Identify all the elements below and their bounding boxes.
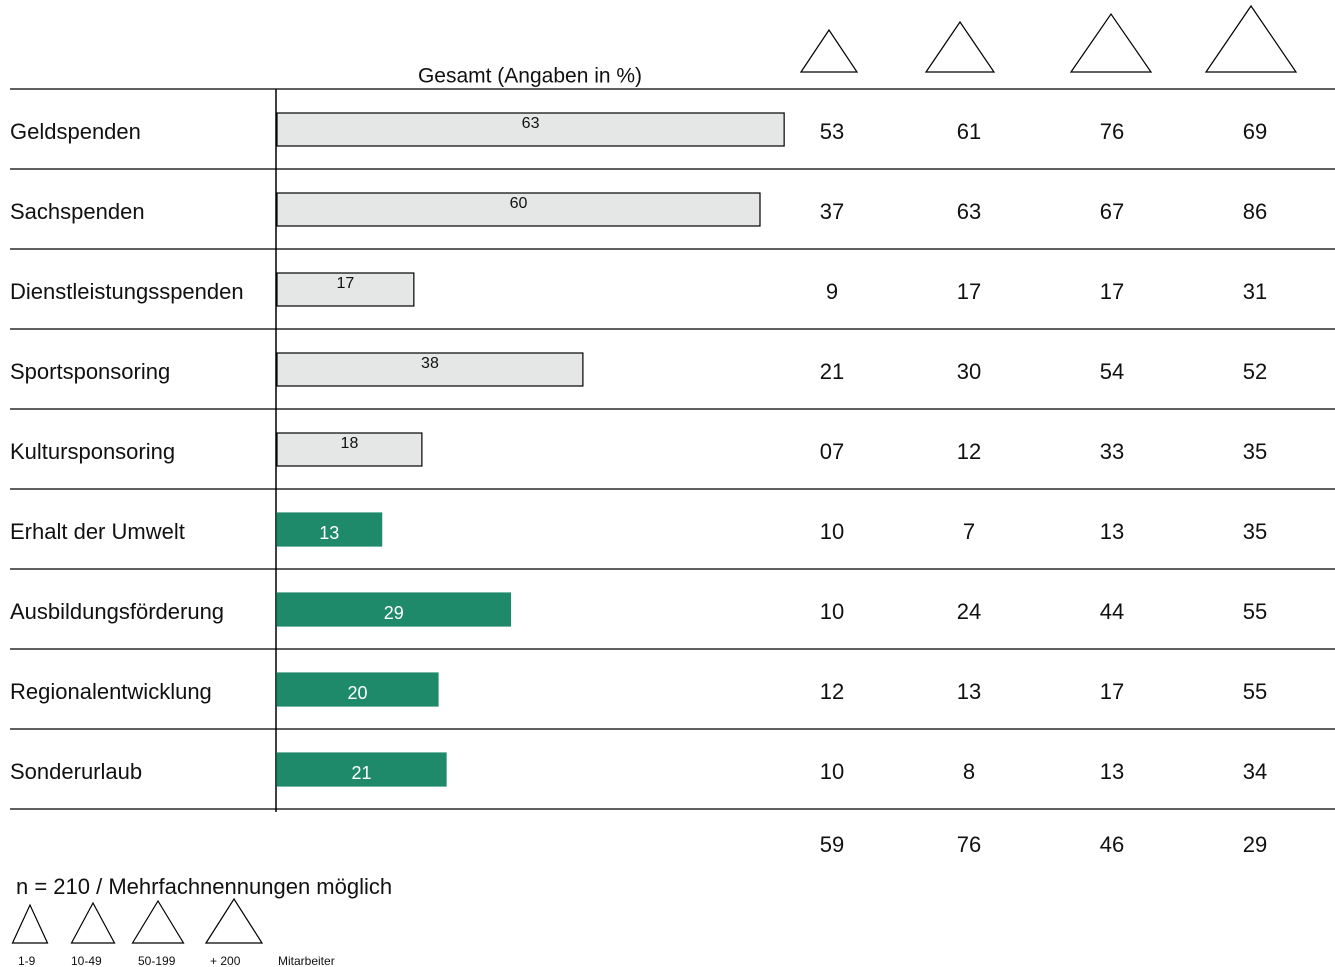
cell: 55 xyxy=(1243,599,1267,624)
cell: 86 xyxy=(1243,199,1267,224)
cell: 9 xyxy=(826,279,838,304)
row-label: Geldspenden xyxy=(10,119,141,144)
total-cell: 29 xyxy=(1243,832,1267,857)
cell: 33 xyxy=(1100,439,1124,464)
cell: 52 xyxy=(1243,359,1267,384)
cell: 13 xyxy=(1100,759,1124,784)
column-icon xyxy=(1069,12,1153,73)
legend-icon xyxy=(131,899,185,944)
bar xyxy=(276,752,447,787)
cell: 44 xyxy=(1100,599,1124,624)
bar-label: 17 xyxy=(337,275,355,292)
row-label: Sonderurlaub xyxy=(10,759,142,784)
bar xyxy=(276,672,439,707)
cell: 10 xyxy=(820,519,844,544)
cell: 30 xyxy=(957,359,981,384)
total-cell: 76 xyxy=(957,832,981,857)
cell: 10 xyxy=(820,759,844,784)
cell: 17 xyxy=(1100,679,1124,704)
legend-label: 10-49 xyxy=(71,954,102,967)
bar xyxy=(276,352,584,387)
cell: 34 xyxy=(1243,759,1267,784)
bar-label: 21 xyxy=(352,763,372,783)
row-label: Sachspenden xyxy=(10,199,145,224)
row-label: Ausbildungsförderung xyxy=(10,599,224,624)
cell: 21 xyxy=(820,359,844,384)
bar-label: 60 xyxy=(510,195,528,212)
cell: 61 xyxy=(957,119,981,144)
row-label: Regionalentwicklung xyxy=(10,679,212,704)
cell: 63 xyxy=(957,199,981,224)
header: Gesamt (Angaben in %) xyxy=(418,65,642,88)
total-cell: 46 xyxy=(1100,832,1124,857)
column-icon xyxy=(924,20,996,73)
cell: 67 xyxy=(1100,199,1124,224)
legend-icon xyxy=(11,903,49,944)
legend-label: + 200 xyxy=(210,954,241,967)
legend-label: 50-199 xyxy=(138,954,176,967)
cell: 7 xyxy=(963,519,975,544)
legend-label: 1-9 xyxy=(18,954,36,967)
cell: 69 xyxy=(1243,119,1267,144)
cell: 53 xyxy=(820,119,844,144)
legend-icon xyxy=(70,901,116,944)
cell: 76 xyxy=(1100,119,1124,144)
bar-label: 13 xyxy=(319,523,339,543)
bar xyxy=(276,192,761,227)
bar-label: 63 xyxy=(522,115,540,132)
bar xyxy=(276,512,383,547)
bar-label: 29 xyxy=(384,603,404,623)
column-icon xyxy=(1204,4,1298,73)
bar xyxy=(276,432,423,467)
bar xyxy=(276,272,415,307)
cell: 35 xyxy=(1243,519,1267,544)
legend-unit: Mitarbeiter xyxy=(278,954,335,967)
cell: 24 xyxy=(957,599,981,624)
cell: 37 xyxy=(820,199,844,224)
cell: 10 xyxy=(820,599,844,624)
cell: 12 xyxy=(820,679,844,704)
cell: 12 xyxy=(957,439,981,464)
column-icon xyxy=(799,28,859,73)
cell: 07 xyxy=(820,439,844,464)
cell: 8 xyxy=(963,759,975,784)
legend-icon xyxy=(204,897,264,944)
cell: 35 xyxy=(1243,439,1267,464)
cell: 17 xyxy=(957,279,981,304)
cell: 31 xyxy=(1243,279,1267,304)
bar xyxy=(276,592,512,627)
row-label: Kultursponsoring xyxy=(10,439,175,464)
bar xyxy=(276,112,785,147)
bar-label: 20 xyxy=(347,683,367,703)
cell: 54 xyxy=(1100,359,1124,384)
row-label: Sportsponsoring xyxy=(10,359,170,384)
cell: 13 xyxy=(1100,519,1124,544)
bar-label: 18 xyxy=(341,435,359,452)
bar-label: 38 xyxy=(421,355,439,372)
cell: 13 xyxy=(957,679,981,704)
row-label: Erhalt der Umwelt xyxy=(10,519,185,544)
note: n = 210 / Mehrfachnennungen möglich xyxy=(16,874,392,899)
total-cell: 59 xyxy=(820,832,844,857)
row-label: Dienstleistungsspenden xyxy=(10,279,244,304)
cell: 17 xyxy=(1100,279,1124,304)
cell: 55 xyxy=(1243,679,1267,704)
